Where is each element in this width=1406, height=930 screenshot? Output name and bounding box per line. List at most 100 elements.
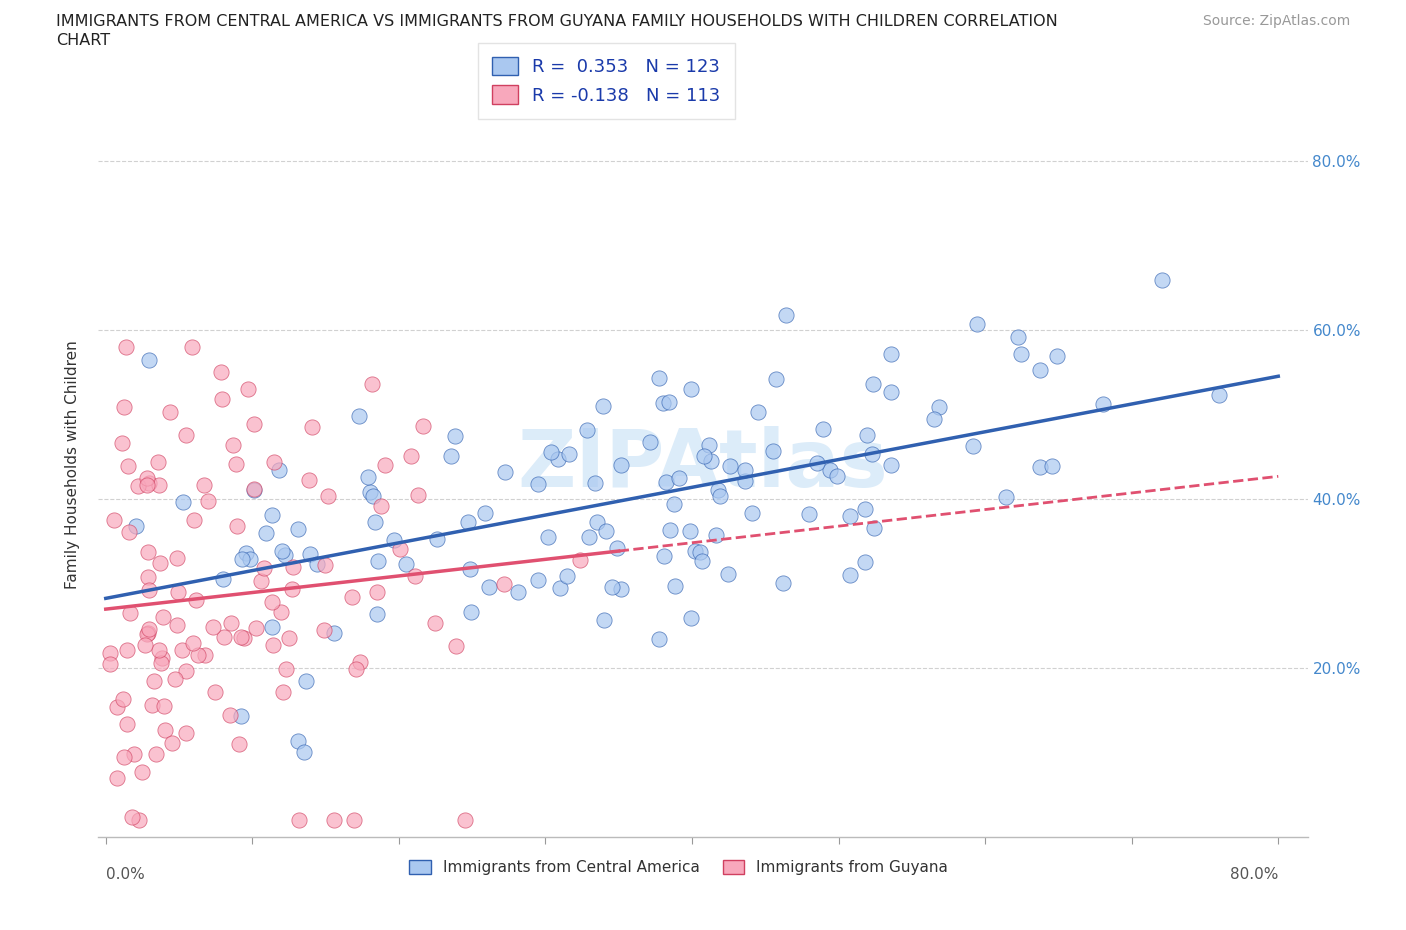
Point (134, 638, 156, 653)
Text: ZIPAtlas: ZIPAtlas (517, 426, 889, 504)
Point (765, 372, 787, 387)
Point (690, 553, 713, 568)
Point (693, 448, 716, 463)
Point (118, 525, 141, 539)
Point (236, 382, 259, 397)
Point (444, 429, 467, 444)
Point (245, 621, 267, 636)
Point (734, 462, 756, 477)
Point (548, 580, 571, 595)
Point (229, 630, 252, 644)
Point (440, 448, 463, 463)
Point (131, 765, 153, 780)
Point (962, 438, 984, 453)
Point (704, 528, 727, 543)
Point (145, 747, 167, 762)
Point (115, 717, 138, 732)
Point (112, 691, 135, 706)
Point (287, 522, 309, 537)
Point (1010, 346, 1032, 361)
Point (263, 455, 285, 470)
Point (797, 506, 820, 521)
Point (219, 615, 242, 630)
Point (370, 498, 392, 513)
Point (105, 699, 128, 714)
Point (184, 592, 207, 607)
Point (98, 657, 121, 671)
Point (494, 465, 516, 480)
Point (586, 514, 609, 529)
Point (274, 661, 297, 676)
Point (249, 574, 271, 589)
Point (853, 501, 876, 516)
Point (314, 622, 336, 637)
Point (700, 453, 723, 468)
Point (150, 656, 173, 671)
Point (668, 471, 690, 485)
Point (141, 698, 163, 712)
Point (136, 545, 159, 560)
Point (149, 555, 172, 570)
Point (122, 747, 145, 762)
Point (880, 384, 903, 399)
Point (138, 583, 160, 598)
Point (557, 446, 579, 461)
Point (225, 518, 247, 533)
Point (648, 631, 671, 646)
Point (609, 581, 631, 596)
Point (367, 553, 389, 568)
Point (128, 813, 150, 828)
Point (301, 419, 323, 434)
Point (228, 737, 250, 751)
Point (125, 519, 148, 534)
Point (112, 750, 135, 764)
Point (856, 428, 879, 443)
Point (602, 580, 624, 595)
Point (458, 562, 481, 577)
Point (1007, 330, 1029, 345)
Point (138, 475, 160, 490)
Point (734, 473, 756, 488)
Point (374, 458, 396, 472)
Point (1208, 387, 1230, 402)
Point (592, 399, 614, 414)
Point (583, 475, 606, 490)
Point (212, 572, 235, 587)
Point (127, 478, 149, 493)
Point (366, 584, 388, 599)
Point (150, 650, 173, 665)
Point (152, 610, 174, 625)
Point (922, 411, 945, 426)
Point (401, 448, 423, 463)
Point (659, 523, 682, 538)
Point (863, 521, 886, 536)
Point (138, 569, 160, 584)
Point (243, 417, 266, 432)
Point (361, 489, 384, 504)
Text: IMMIGRANTS FROM CENTRAL AMERICA VS IMMIGRANTS FROM GUYANA FAMILY HOUSEHOLDS WITH: IMMIGRANTS FROM CENTRAL AMERICA VS IMMIG… (56, 14, 1057, 29)
Point (741, 506, 763, 521)
Point (167, 585, 190, 600)
Point (160, 736, 183, 751)
Point (1152, 272, 1174, 287)
Point (239, 551, 262, 566)
Point (357, 470, 380, 485)
Point (547, 451, 569, 466)
Point (159, 405, 181, 419)
Point (253, 560, 276, 575)
Point (254, 525, 277, 540)
Point (457, 515, 479, 530)
Point (146, 455, 169, 470)
Point (103, 512, 125, 527)
Point (492, 577, 515, 591)
Point (229, 709, 252, 724)
Point (364, 514, 387, 529)
Point (281, 560, 304, 575)
Point (825, 468, 848, 483)
Point (453, 813, 475, 828)
Point (717, 566, 740, 581)
Point (569, 553, 592, 568)
Point (135, 627, 157, 642)
Point (136, 471, 159, 485)
Point (299, 546, 322, 561)
